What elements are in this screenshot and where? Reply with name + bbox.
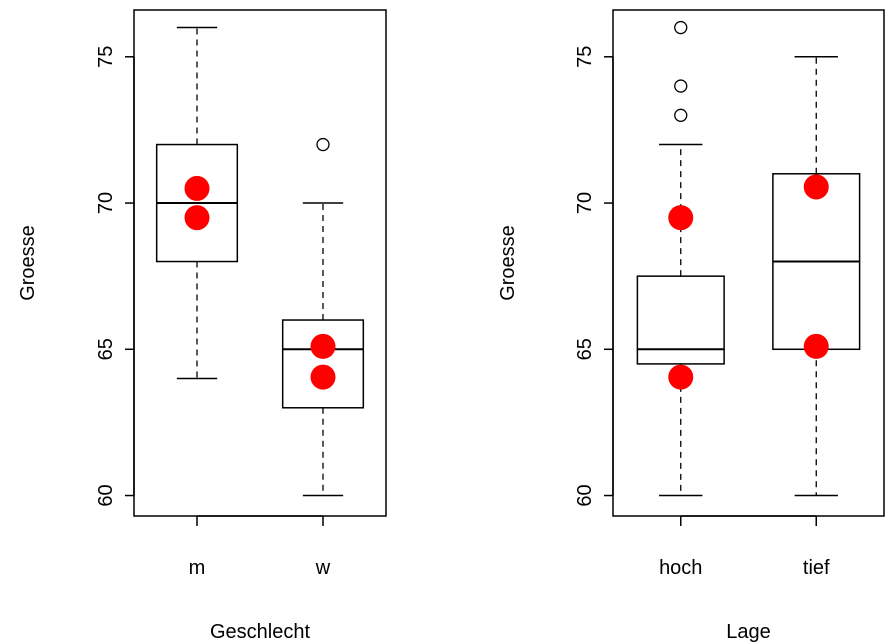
box-w: [281, 137, 365, 497]
plot-frame: [133, 9, 387, 517]
highlight-point: [803, 174, 829, 200]
y-tick-label: 75: [574, 46, 596, 68]
y-tick-label: 65: [95, 338, 117, 360]
outlier-point: [316, 137, 330, 152]
highlight-point: [803, 333, 829, 359]
highlight-point: [184, 175, 210, 201]
highlight-point: [668, 205, 694, 231]
outlier-point: [674, 108, 688, 122]
outlier-point: [674, 20, 688, 35]
y-axis-title: Groesse: [497, 225, 519, 301]
x-tick-label: m: [189, 557, 206, 579]
x-axis-title: Geschlecht: [210, 621, 310, 643]
outlier-point: [674, 79, 688, 93]
y-tick-label: 75: [95, 46, 117, 68]
chart-panel-0: 60 65 70 75 m w Geschlecht Groesse: [17, 9, 387, 643]
box-iqr: [636, 275, 725, 365]
y-tick-label: 65: [574, 338, 596, 360]
x-tick-label: hoch: [659, 557, 702, 579]
y-tick-label: 60: [574, 484, 596, 506]
box-tief: [772, 56, 861, 497]
highlight-point: [668, 364, 694, 390]
box-hoch: [636, 20, 725, 497]
x-axis-title: Lage: [726, 621, 771, 643]
chart-panel-1: 60 65 70 75 hoch tief Lage Groesse: [497, 9, 885, 643]
highlight-point: [310, 333, 336, 359]
y-tick-label: 60: [95, 484, 117, 506]
x-tick-label: tief: [803, 557, 830, 579]
highlight-point: [310, 364, 336, 390]
y-tick-label: 70: [95, 192, 117, 214]
highlight-point: [184, 205, 210, 231]
box-iqr: [281, 319, 365, 409]
y-tick-label: 70: [574, 192, 596, 214]
y-axis-title: Groesse: [17, 225, 39, 301]
x-tick-label: w: [315, 557, 331, 579]
box-m: [155, 26, 239, 380]
